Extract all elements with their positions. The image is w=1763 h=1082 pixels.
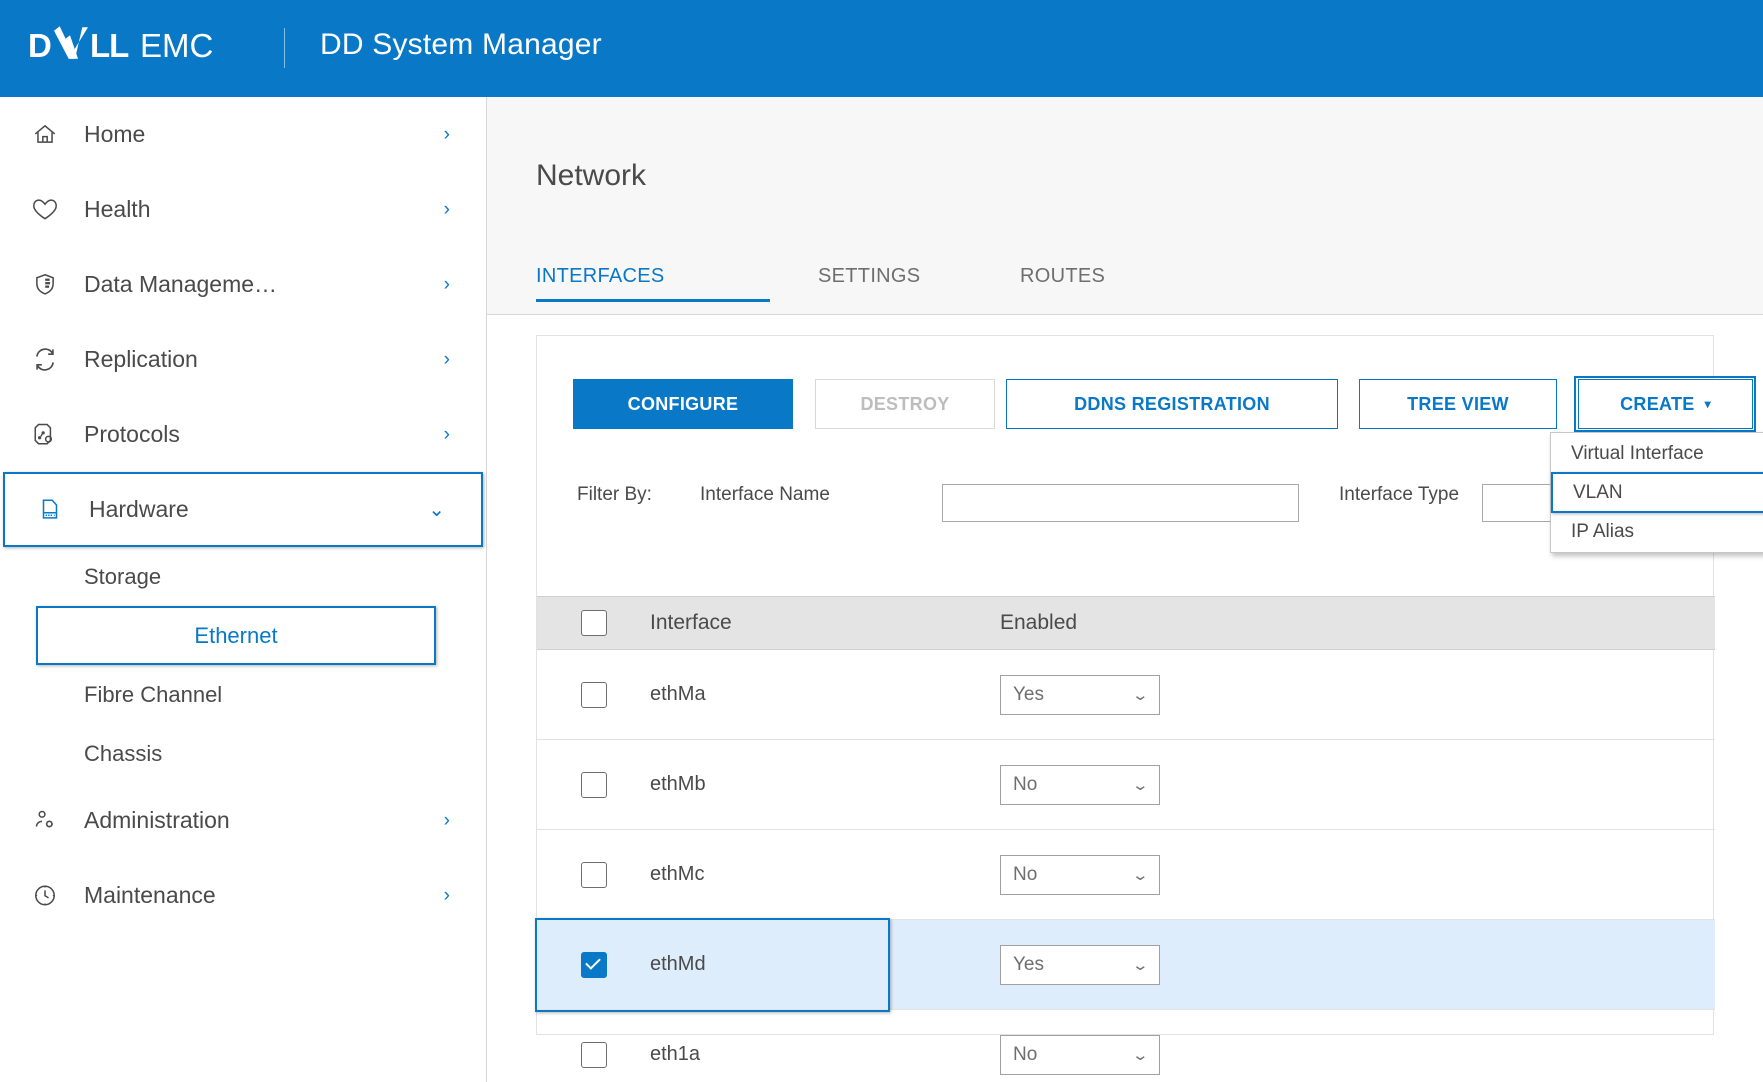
svg-text:D: D (28, 27, 51, 64)
svg-text:LL: LL (90, 27, 129, 64)
svg-text:EMC: EMC (140, 27, 213, 64)
